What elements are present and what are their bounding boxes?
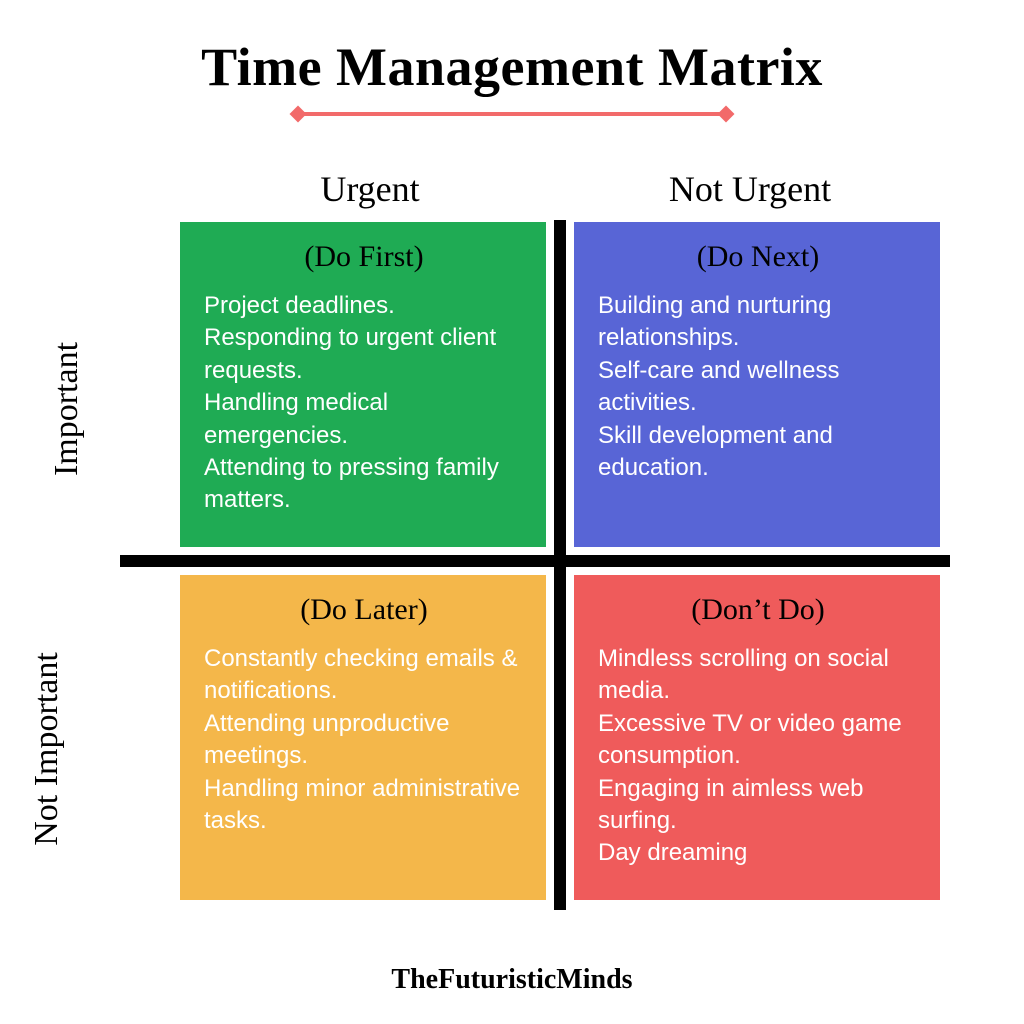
row-label-important: Important	[48, 342, 86, 476]
page-title: Time Management Matrix	[0, 0, 1024, 98]
row-labels: Important Not Important	[60, 230, 110, 880]
column-headers: Urgent Not Urgent	[180, 160, 940, 224]
title-underline	[0, 108, 1024, 120]
underline-line	[302, 112, 722, 116]
quad-title-do-later: (Do Later)	[204, 593, 524, 627]
quadrant-grid: (Do First) Project deadlines.Responding …	[180, 222, 940, 900]
quad-body-do-later: Constantly checking emails & notificatio…	[204, 643, 524, 837]
underline-diamond-left	[290, 106, 307, 123]
quad-title-dont-do: (Don’t Do)	[598, 593, 918, 627]
matrix: Urgent Not Urgent Important Not Importan…	[120, 160, 940, 920]
cross-horizontal	[120, 555, 950, 567]
quadrant-do-later: (Do Later) Constantly checking emails & …	[180, 575, 546, 900]
quadrant-do-first: (Do First) Project deadlines.Responding …	[180, 222, 546, 547]
quad-title-do-next: (Do Next)	[598, 240, 918, 274]
underline-diamond-right	[718, 106, 735, 123]
footer-credit: TheFuturisticMinds	[0, 964, 1024, 996]
col-header-urgent: Urgent	[180, 160, 560, 224]
quad-body-do-first: Project deadlines.Responding to urgent c…	[204, 290, 524, 517]
quad-title-do-first: (Do First)	[204, 240, 524, 274]
quadrant-do-next: (Do Next) Building and nurturing relatio…	[574, 222, 940, 547]
quad-body-do-next: Building and nurturing relationships.Sel…	[598, 290, 918, 484]
row-label-not-important: Not Important	[28, 652, 66, 846]
quadrant-dont-do: (Don’t Do) Mindless scrolling on social …	[574, 575, 940, 900]
col-header-not-urgent: Not Urgent	[560, 160, 940, 224]
quad-body-dont-do: Mindless scrolling on social media.Exces…	[598, 643, 918, 870]
